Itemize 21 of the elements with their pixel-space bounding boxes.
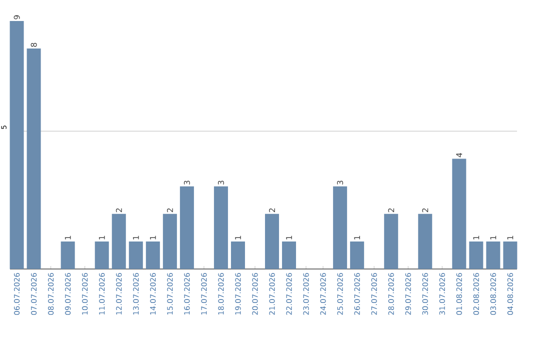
bar: [384, 214, 398, 269]
bar: [333, 186, 348, 269]
bar: [418, 214, 432, 269]
bar: [282, 241, 296, 269]
bar: [112, 214, 126, 269]
bar: [94, 241, 109, 269]
bar: [452, 158, 466, 269]
bar: [60, 241, 75, 269]
bar: [128, 241, 143, 269]
bar: [162, 214, 177, 269]
bar: [214, 186, 228, 269]
bar: [503, 241, 518, 269]
bar: [350, 241, 364, 269]
bar: [146, 241, 160, 269]
bar: [26, 48, 41, 269]
bar: [230, 241, 245, 269]
bar: [469, 241, 484, 269]
bar: [180, 186, 194, 269]
bar: [486, 241, 500, 269]
bar: [10, 21, 24, 269]
bar: [265, 214, 280, 269]
